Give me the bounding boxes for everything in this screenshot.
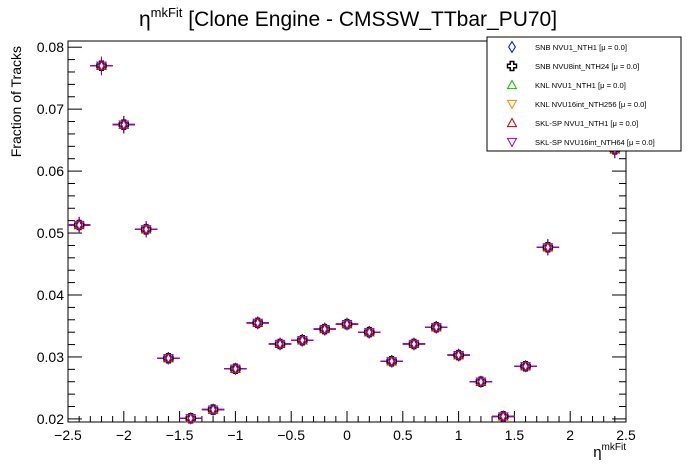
legend-entry: KNL NVU1_NTH1 [μ = 0.0]	[506, 79, 626, 90]
legend-box	[486, 36, 682, 152]
point-marker	[252, 318, 264, 329]
legend-label: KNL NVU1_NTH1 [μ = 0.0]	[535, 81, 626, 90]
data-point	[157, 351, 180, 365]
legend-marker	[506, 117, 518, 128]
x-tick-label: 0.5	[393, 427, 413, 443]
x-tick-label: −0.5	[277, 427, 305, 443]
legend-entry: SKL-SP NVU16int_NTH64 [μ = 0.0]	[506, 137, 655, 148]
point-marker	[430, 323, 442, 333]
y-tick-label: 0.05	[37, 225, 64, 241]
data-point	[291, 333, 314, 347]
x-tick-label: 0	[343, 427, 351, 443]
data-point	[313, 322, 336, 336]
data-point	[358, 325, 381, 339]
x-tick-label: −1	[227, 427, 243, 443]
point-marker	[274, 339, 286, 350]
point-marker	[319, 324, 331, 335]
data-point	[268, 337, 292, 351]
chart-title-rest: [Clone Engine - CMSSW_TTbar_PU70]	[182, 8, 557, 31]
y-tick-label: 0.03	[37, 349, 64, 365]
y-axis-label: Fraction of Tracks	[8, 46, 24, 157]
point-marker	[408, 339, 420, 350]
data-point	[179, 411, 202, 425]
x-tick-label: −2.5	[54, 427, 82, 443]
legend-entries: SNB NVU1_NTH1 [μ = 0.0] SNB NVU8int_NTH24…	[506, 40, 655, 148]
y-tick-label: 0.02	[37, 411, 64, 427]
point-marker	[230, 364, 241, 375]
point-marker	[96, 61, 107, 72]
point-marker	[542, 243, 554, 253]
y-axis-tick-labels: 0.02 0.03 0.04 0.05 0.06 0.07 0.08	[37, 39, 64, 427]
data-point	[536, 239, 560, 256]
x-tick-label: −2	[116, 427, 132, 443]
point-marker	[497, 412, 509, 422]
x-tick-label: 1	[455, 427, 463, 443]
legend-label: SKL-SP NVU1_NTH1 [μ = 0.0]	[535, 119, 638, 128]
chart-title-superscript: mkFit	[151, 5, 183, 20]
x-axis-ticks	[67, 411, 627, 422]
legend: SNB NVU1_NTH1 [μ = 0.0] SNB NVU8int_NTH24…	[486, 36, 682, 152]
y-tick-label: 0.07	[37, 101, 64, 117]
point-marker	[520, 362, 531, 372]
legend-marker	[506, 137, 518, 148]
point-marker	[140, 225, 152, 235]
data-point	[134, 221, 158, 238]
data-point	[224, 362, 247, 376]
legend-entry: SNB NVU8int_NTH24 [μ = 0.0]	[506, 60, 639, 72]
data-points	[68, 56, 626, 425]
point-marker	[73, 220, 85, 231]
x-tick-label: 1.5	[505, 427, 525, 443]
chart-title: ηmkFit [Clone Engine - CMSSW_TTbar_PU70]	[139, 5, 557, 31]
legend-entry: SKL-SP NVU1_NTH1 [μ = 0.0]	[506, 117, 638, 128]
data-point	[90, 56, 113, 76]
legend-marker	[508, 40, 516, 54]
point-marker	[297, 336, 308, 346]
legend-marker	[506, 79, 518, 90]
legend-entry: KNL NVU16int_NTH256 [μ = 0.0]	[506, 99, 647, 110]
point-marker	[475, 377, 487, 388]
data-point	[492, 410, 515, 423]
data-point	[112, 115, 135, 134]
data-point	[469, 375, 493, 389]
x-axis-label-superscript: mkFit	[602, 442, 627, 453]
y-tick-label: 0.06	[37, 163, 64, 179]
point-marker	[163, 354, 174, 364]
legend-marker	[506, 60, 518, 72]
point-marker	[207, 405, 219, 416]
data-point	[380, 354, 403, 368]
y-tick-label: 0.04	[37, 287, 64, 303]
data-point	[425, 320, 448, 334]
point-marker	[118, 120, 130, 131]
x-tick-label: 2	[566, 427, 574, 443]
data-point	[447, 348, 470, 362]
data-point	[335, 317, 359, 331]
point-marker	[453, 350, 464, 361]
x-tick-label: −1.5	[166, 427, 194, 443]
x-tick-label: 2.5	[616, 427, 636, 443]
legend-label: KNL NVU16int_NTH256 [μ = 0.0]	[535, 100, 647, 109]
point-marker	[185, 414, 197, 424]
legend-label: SNB NVU8int_NTH24 [μ = 0.0]	[535, 62, 639, 71]
point-marker	[386, 357, 397, 367]
x-axis-label: ηmkFit	[593, 442, 626, 461]
legend-label: SNB NVU1_NTH1 [μ = 0.0]	[535, 43, 627, 52]
data-point	[201, 403, 225, 416]
x-axis-label-symbol: η	[593, 444, 601, 461]
data-point	[246, 316, 269, 330]
legend-label: SKL-SP NVU16int_NTH64 [μ = 0.0]	[535, 138, 655, 147]
point-marker	[363, 328, 375, 338]
y-tick-label: 0.08	[37, 39, 64, 55]
legend-marker	[506, 99, 518, 110]
data-point	[514, 359, 537, 373]
legend-entry: SNB NVU1_NTH1 [μ = 0.0]	[508, 40, 627, 54]
point-marker	[341, 320, 353, 330]
data-point	[402, 337, 426, 351]
chart-title-symbol: η	[139, 8, 151, 31]
x-axis-tick-labels: −2.5 −2 −1.5 −1 −0.5 0 0.5 1 1.5 2 2.5	[54, 427, 636, 443]
data-point	[68, 216, 91, 234]
